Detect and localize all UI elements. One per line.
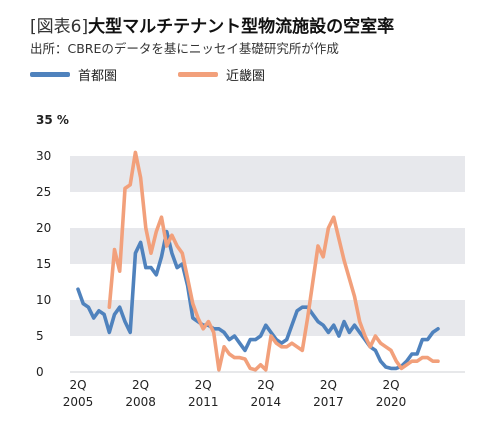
y-tick-label: 15 — [36, 257, 51, 271]
y-tick-label: 0 — [36, 365, 44, 379]
legend-item-kinki: 近畿圏 — [178, 64, 265, 84]
x-tick-label-quarter: 2Q — [257, 378, 274, 392]
x-tick-label-quarter: 2Q — [320, 378, 337, 392]
y-tick-label: 5 — [36, 329, 44, 343]
x-tick-label-quarter: 2Q — [69, 378, 86, 392]
legend-label-tokyo: 首都圏 — [78, 68, 118, 84]
legend-swatch-kinki — [178, 71, 218, 77]
title-figure-number: [図表6] — [30, 17, 89, 37]
x-tick-label-year: 2014 — [251, 395, 282, 409]
legend-label-kinki: 近畿圏 — [226, 68, 266, 84]
x-tick-label-quarter: 2Q — [195, 378, 212, 392]
x-tick-label-year: 2005 — [63, 395, 94, 409]
x-tick-label-year: 2011 — [188, 395, 219, 409]
x-tick-label-year: 2008 — [125, 395, 156, 409]
background-bands — [70, 156, 465, 373]
y-tick-label: 30 — [36, 149, 51, 163]
x-axis-ticks: 2Q 2005 2Q 2008 2Q 2011 2Q 2014 2Q 2017 2Q 2020 — [63, 378, 407, 409]
title-text: 大型マルチテナント型物流施設の空室率 — [88, 17, 395, 37]
legend-swatch-tokyo — [30, 71, 70, 77]
series-line-tokyo — [76, 229, 440, 371]
series-line-kinki — [107, 150, 440, 372]
x-tick-label-quarter: 2Q — [382, 378, 399, 392]
legend-item-tokyo: 首都圏 — [30, 64, 117, 84]
x-tick-label-year: 2017 — [313, 395, 344, 409]
band-15-20 — [70, 228, 465, 264]
legend: 首都圏 近畿圏 — [30, 64, 430, 84]
x-tick-label-quarter: 2Q — [132, 378, 149, 392]
y-axis-ticks: 0 5 10 15 20 25 30 35 % — [36, 113, 69, 379]
y-tick-label: 25 — [36, 185, 51, 199]
y-tick-label: 35 % — [36, 113, 69, 127]
source-note: 出所：CBREのデータを基にニッセイ基礎研究所が作成 — [30, 41, 339, 56]
chart-title: [図表6]大型マルチテナント型物流施設の空室率 — [30, 12, 394, 37]
y-tick-label: 10 — [36, 293, 51, 307]
series-lines — [76, 150, 440, 372]
x-tick-label-year: 2020 — [376, 395, 407, 409]
y-tick-label: 20 — [36, 221, 51, 235]
